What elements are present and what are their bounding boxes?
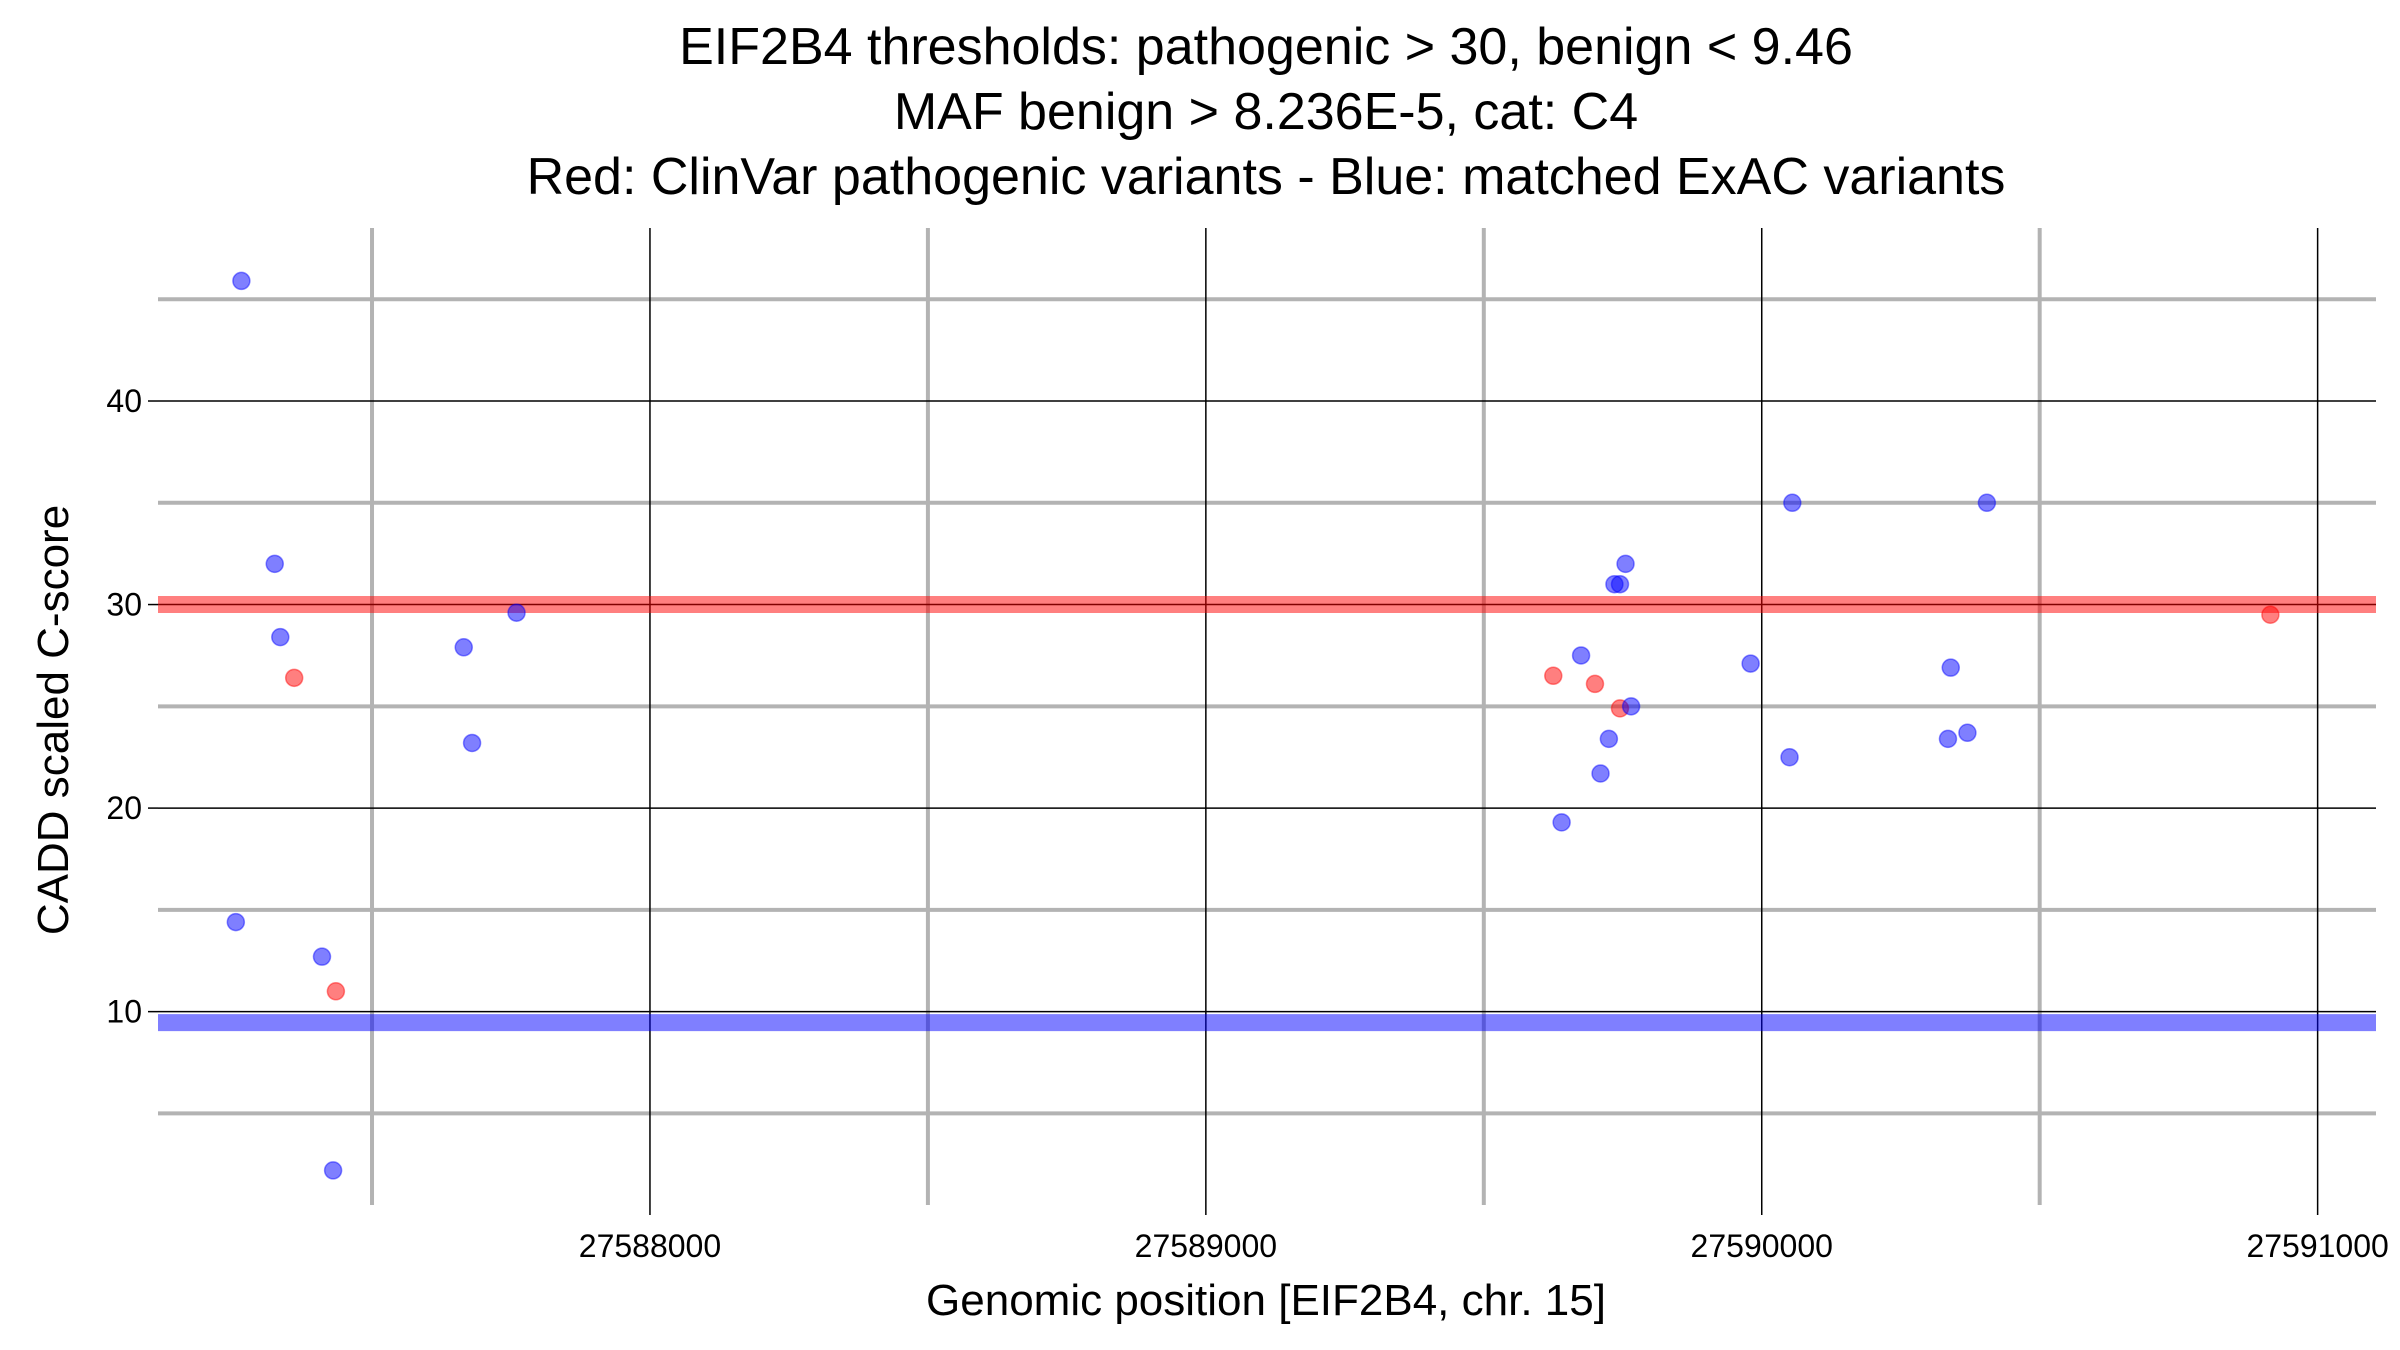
data-point [1938, 729, 1958, 749]
data-point [1958, 723, 1977, 743]
data-point [1941, 658, 1960, 677]
data-point [1599, 729, 1619, 749]
x-tick-label: 27590000 [1691, 1228, 1833, 1264]
y-axis-title: CADD scaled C-score [29, 505, 78, 935]
data-point [1585, 674, 1605, 694]
data-point [271, 627, 290, 647]
data-point [1552, 813, 1571, 832]
data-point [1610, 574, 1630, 594]
data-point [1783, 493, 1802, 513]
data-point [312, 947, 332, 966]
data-point [284, 668, 304, 688]
y-tick-label: 40 [106, 383, 142, 419]
data-point [1977, 493, 1997, 513]
series-exac [226, 271, 1997, 1180]
axis-ticks: 10 20 30 40 27588000 27589000 27590000 27591000 [106, 383, 2388, 1264]
series-clinvar [284, 605, 2280, 1001]
data-points [226, 271, 2280, 1180]
threshold-lines [158, 596, 2376, 1032]
data-point [1544, 666, 1563, 686]
data-point [2261, 605, 2280, 624]
data-point [326, 982, 346, 1001]
title-line-2: MAF benign > 8.236E-5, cat: C4 [894, 83, 1638, 141]
data-point [232, 271, 251, 291]
data-point [1591, 764, 1610, 783]
title-line-1: EIF2B4 thresholds: pathogenic > 30, beni… [679, 18, 1853, 76]
grid [158, 228, 2376, 1205]
x-tick-label: 27591000 [2246, 1228, 2388, 1264]
y-tick-label: 30 [106, 587, 142, 623]
data-point [226, 912, 246, 932]
data-point [1616, 554, 1635, 574]
data-point [1571, 646, 1591, 665]
data-point [323, 1161, 343, 1180]
data-point [265, 554, 284, 574]
x-tick-label: 27589000 [1135, 1228, 1277, 1264]
chart-title: EIF2B4 thresholds: pathogenic > 30, beni… [527, 18, 2006, 206]
data-point [507, 603, 526, 622]
x-tick-label: 27588000 [579, 1228, 721, 1264]
title-line-3: Red: ClinVar pathogenic variants - Blue:… [527, 148, 2006, 206]
x-axis-title: Genomic position [EIF2B4, chr. 15] [926, 1276, 1606, 1325]
data-point [1780, 747, 1799, 767]
y-tick-label: 20 [106, 790, 142, 826]
y-tick-label: 10 [106, 994, 142, 1030]
data-point [1621, 697, 1641, 716]
data-point [462, 733, 482, 753]
data-point [1741, 654, 1760, 673]
data-point [454, 638, 473, 657]
